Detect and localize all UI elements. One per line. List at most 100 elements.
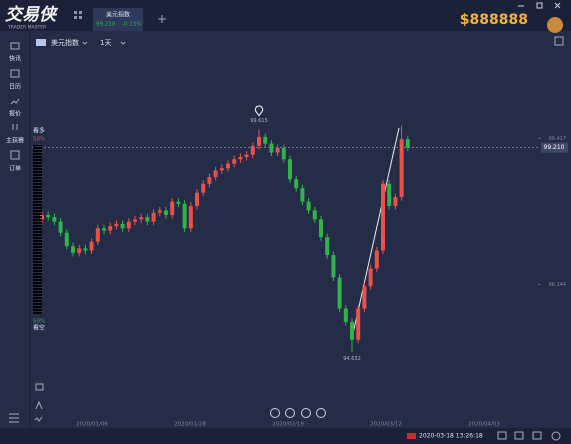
flag (407, 433, 416, 439)
candle-body (393, 197, 398, 207)
candle-body (350, 321, 354, 340)
high-label: 99.615 (250, 118, 268, 124)
sentiment-short-label: 看空 (33, 324, 45, 332)
sidebar-label: 报价 (9, 110, 21, 118)
symbol[interactable]: 美元指数 (51, 38, 79, 47)
layout-icon[interactable] (554, 36, 564, 46)
candle-body (232, 159, 237, 164)
candle-body (126, 221, 131, 229)
sidebar-icons[interactable] (10, 42, 20, 160)
candle-body (312, 210, 317, 220)
balance: $888888 (460, 12, 528, 28)
candle-body (157, 210, 162, 213)
trend-line[interactable] (351, 127, 400, 339)
grid-menu-icon[interactable] (74, 11, 82, 19)
candle-body (145, 217, 150, 222)
candle-body (52, 217, 57, 222)
flag (36, 39, 46, 46)
sidebar-label: 日历 (9, 84, 21, 91)
candle-body (300, 188, 305, 202)
candle-body (263, 136, 268, 144)
candle-body (188, 206, 193, 229)
candle-body (250, 145, 255, 155)
candle-body (71, 246, 75, 253)
candle-body (89, 241, 94, 251)
candle-body (306, 201, 311, 211)
candle-body (269, 143, 274, 153)
sidebar-label: 主获赛 (6, 137, 24, 145)
caret (82, 41, 88, 45)
x-tick-label: 2020/04/03 (468, 422, 500, 428)
candle-body (399, 139, 404, 198)
x-tick-label: 2020/01/06 (76, 422, 108, 428)
candle-body (238, 156, 243, 160)
sentiment-short (33, 230, 42, 315)
caret (120, 41, 126, 45)
tool-icons[interactable] (9, 383, 44, 423)
avatar[interactable] (547, 17, 563, 33)
window-controls[interactable] (518, 2, 561, 9)
candle-body (133, 219, 137, 222)
candle-body (213, 170, 218, 178)
high-pin (254, 105, 264, 117)
candle-body (325, 237, 330, 256)
sentiment-long-label: 看多 (33, 127, 45, 135)
candle-body (319, 219, 323, 238)
low-label: 94.632 (343, 356, 361, 362)
candle-body (362, 286, 367, 309)
candle-body (77, 248, 82, 253)
logo-sub: TRADER MASTER (7, 25, 46, 31)
last-price-label: 99.210 (544, 144, 565, 151)
candle-body (195, 192, 199, 207)
candle-body (405, 139, 410, 148)
candle-body (64, 232, 69, 247)
candle-body (331, 255, 336, 278)
tab-change: -0.13% (122, 22, 141, 28)
candle-body (337, 277, 342, 309)
last-price-box (541, 142, 568, 153)
candle-body (151, 212, 156, 222)
candle-body (294, 179, 299, 189)
tab-name: 美元指数 (106, 11, 130, 19)
sidebar-label: 快讯 (9, 55, 21, 63)
clock: 2020-03-18 13:26:18 (419, 433, 483, 440)
candle-body (201, 183, 206, 193)
y-tick-label: 96.144 (549, 282, 567, 288)
period[interactable]: 1天 (100, 39, 111, 47)
playback-controls[interactable] (270, 408, 326, 418)
candle-body (257, 136, 261, 146)
candle-body (139, 217, 144, 220)
candle-body (219, 168, 224, 171)
sentiment-long-pct: 50% (33, 137, 45, 143)
candle-body (58, 221, 63, 233)
candle-body (244, 154, 249, 157)
status-icons[interactable] (497, 431, 561, 441)
sentiment-long (33, 145, 42, 230)
candle-body (164, 210, 168, 215)
candle-body (170, 201, 175, 215)
candle-body (207, 177, 212, 184)
x-tick-label: 2020/03/12 (370, 422, 402, 428)
candle-body (387, 183, 392, 207)
x-tick-label: 2020/02/19 (272, 422, 304, 428)
add-tab[interactable] (158, 15, 166, 23)
candle-body (368, 268, 373, 287)
tab[interactable] (93, 8, 143, 31)
candle-body (114, 223, 119, 227)
candle-body (120, 223, 125, 229)
logo: 交易侠 (5, 5, 59, 25)
candle-body (182, 203, 187, 229)
y-tick-label: 99.417 (549, 136, 567, 142)
tab-price: 99.210 (96, 22, 116, 28)
candle-body (46, 214, 51, 218)
candle-body (374, 250, 379, 269)
sentiment-short-pct: 50% (33, 319, 45, 325)
candle-body (275, 148, 280, 153)
sidebar-label: 订单 (9, 165, 21, 173)
candle-body (83, 248, 88, 251)
candle-body (356, 308, 361, 340)
candle-body (176, 201, 181, 204)
